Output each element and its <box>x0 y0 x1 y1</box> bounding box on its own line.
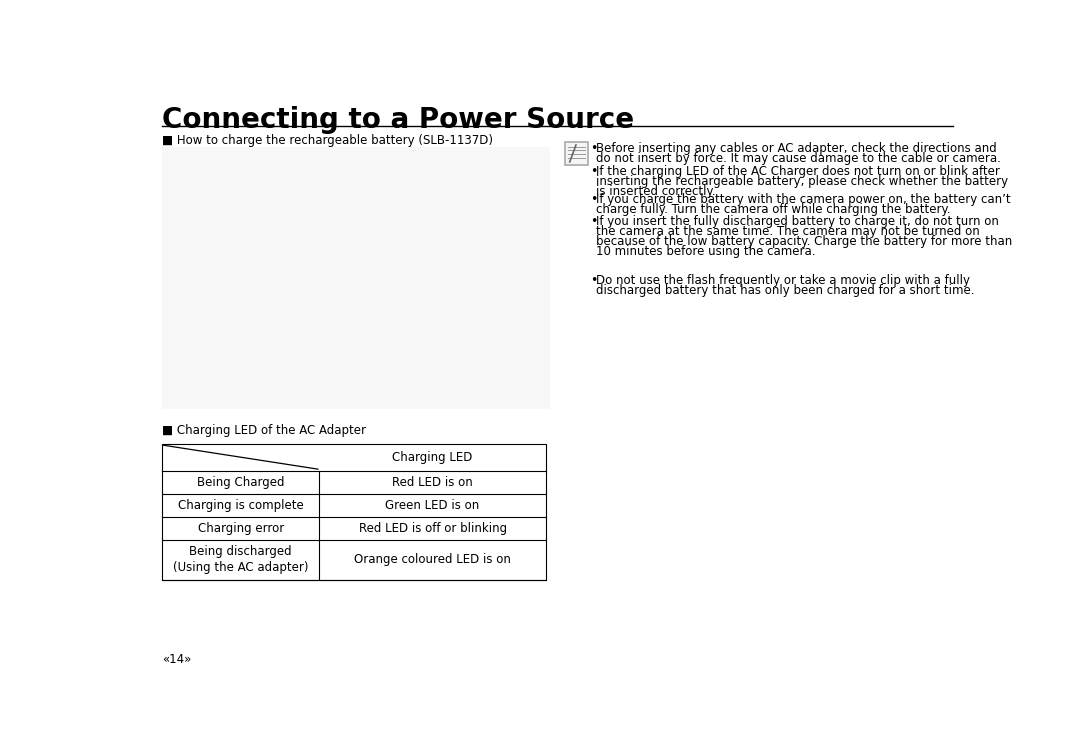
Text: Do not use the flash frequently or take a movie clip with a fully: Do not use the flash frequently or take … <box>596 275 970 287</box>
Text: the camera at the same time. The camera may not be turned on: the camera at the same time. The camera … <box>596 225 980 238</box>
Text: because of the low battery capacity. Charge the battery for more than: because of the low battery capacity. Cha… <box>596 235 1012 248</box>
Text: If you insert the fully discharged battery to charge it, do not turn on: If you insert the fully discharged batte… <box>596 215 999 228</box>
Text: Charging LED: Charging LED <box>392 451 473 464</box>
Bar <box>162 444 545 580</box>
Text: «14»: «14» <box>162 653 191 666</box>
Text: Green LED is on: Green LED is on <box>386 499 480 512</box>
Text: inserting the rechargeable battery, please check whether the battery: inserting the rechargeable battery, plea… <box>596 175 1009 188</box>
Bar <box>162 147 550 409</box>
Text: •: • <box>590 193 597 207</box>
Text: •: • <box>590 215 597 228</box>
FancyBboxPatch shape <box>565 142 589 165</box>
Text: discharged battery that has only been charged for a short time.: discharged battery that has only been ch… <box>596 284 974 298</box>
Text: charge fully. Turn the camera off while charging the battery.: charge fully. Turn the camera off while … <box>596 204 950 216</box>
Text: Orange coloured LED is on: Orange coloured LED is on <box>354 554 511 566</box>
Text: Red LED is on: Red LED is on <box>392 476 473 489</box>
Text: •: • <box>590 142 597 155</box>
Text: •: • <box>590 275 597 287</box>
Text: Connecting to a Power Source: Connecting to a Power Source <box>162 107 634 134</box>
Text: Being Charged: Being Charged <box>197 476 284 489</box>
Text: If you charge the battery with the camera power on, the battery can’t: If you charge the battery with the camer… <box>596 193 1011 207</box>
Text: ■ Charging LED of the AC Adapter: ■ Charging LED of the AC Adapter <box>162 424 366 437</box>
Text: Being discharged
(Using the AC adapter): Being discharged (Using the AC adapter) <box>173 545 309 574</box>
Text: ■ How to charge the rechargeable battery (SLB-1137D): ■ How to charge the rechargeable battery… <box>162 134 494 147</box>
Text: Before inserting any cables or AC adapter, check the directions and: Before inserting any cables or AC adapte… <box>596 142 997 155</box>
Text: •: • <box>590 165 597 178</box>
Text: 10 minutes before using the camera.: 10 minutes before using the camera. <box>596 245 815 258</box>
Text: do not insert by force. It may cause damage to the cable or camera.: do not insert by force. It may cause dam… <box>596 152 1001 165</box>
Text: is inserted correctly.: is inserted correctly. <box>596 185 716 198</box>
Text: Red LED is off or blinking: Red LED is off or blinking <box>359 522 507 535</box>
Text: Charging is complete: Charging is complete <box>178 499 303 512</box>
Text: If the charging LED of the AC Charger does not turn on or blink after: If the charging LED of the AC Charger do… <box>596 165 1000 178</box>
Text: Charging error: Charging error <box>198 522 284 535</box>
